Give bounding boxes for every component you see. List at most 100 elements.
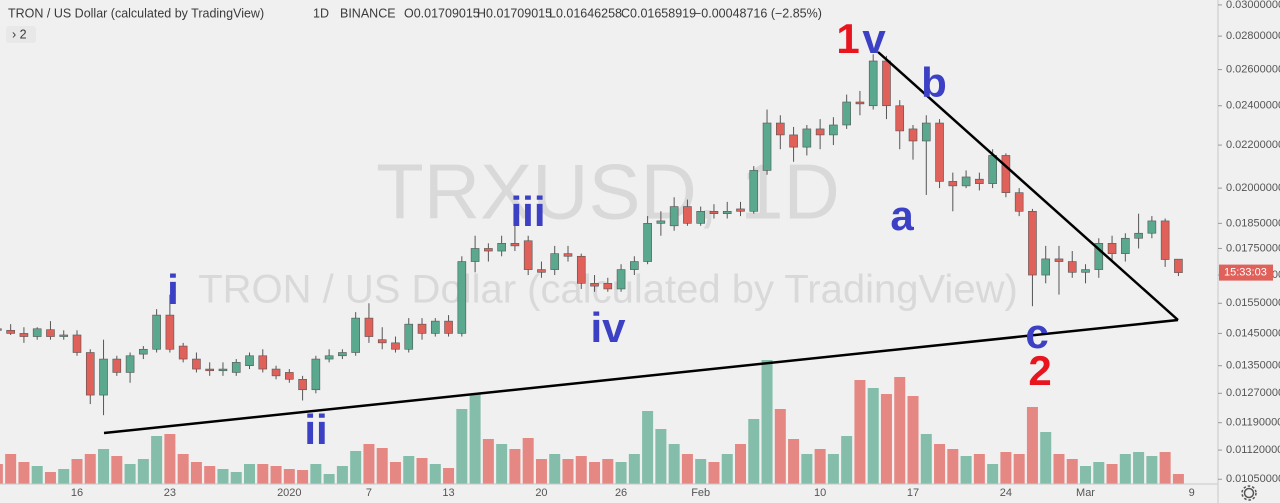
volume-bar: [18, 462, 30, 484]
time-axis: 16 23 2020 7 13 20 26 Feb 10 17 24 Mar 9: [71, 487, 1195, 499]
wave-label: 2: [1028, 347, 1051, 394]
volume-bar: [867, 388, 879, 484]
candle-body: [855, 101, 865, 105]
candle-body: [935, 122, 944, 182]
wave-label: 1: [836, 15, 859, 62]
y-tick-label: 0.01850000: [1226, 217, 1280, 229]
trendline: [877, 51, 1179, 321]
volume-bar: [801, 454, 813, 484]
ohlc: O0.01709015: [404, 6, 480, 20]
candle-body: [178, 345, 188, 360]
y-tick-label: 0.03000000: [1226, 0, 1280, 11]
volume-bar: [0, 464, 3, 484]
wave-label: b: [921, 59, 947, 106]
y-tick-label: 0.02600000: [1226, 64, 1280, 76]
volume-bar: [98, 449, 110, 484]
candle-body: [656, 220, 666, 224]
indicator-toggle[interactable]: › 2: [12, 27, 27, 41]
candle-body: [722, 211, 732, 214]
candle-body: [457, 261, 467, 334]
y-tick-label: 0.02000000: [1226, 182, 1280, 194]
y-tick-label: 0.01450000: [1226, 327, 1280, 339]
volume-bar: [1066, 459, 1078, 484]
volume-bar: [761, 360, 773, 484]
candle-body: [1174, 258, 1183, 273]
settings-icon-teeth[interactable]: [1241, 485, 1257, 501]
candle-body: [749, 170, 759, 212]
price-axis: 0.03000000 0.02800000 0.02600000 0.02400000…: [1218, 0, 1280, 485]
volume-bar: [549, 454, 561, 484]
volume-bar: [920, 434, 932, 484]
wave-label: a: [890, 192, 914, 239]
candle-body: [908, 128, 918, 142]
candle-body: [603, 283, 613, 290]
candle-body: [616, 269, 626, 290]
settings-icon[interactable]: [1243, 487, 1255, 499]
volume-bar: [695, 459, 707, 484]
x-tick-label: 10: [814, 487, 826, 499]
candle-body: [868, 60, 878, 107]
candle-body: [298, 378, 307, 391]
candle-body: [258, 355, 268, 370]
candle-body: [975, 178, 984, 184]
candle-body: [815, 128, 825, 136]
candle-body: [1094, 243, 1104, 270]
volume-bar: [735, 444, 746, 484]
candle-body: [125, 355, 135, 373]
wave-label: iii: [510, 188, 545, 235]
wave-label: c: [1025, 310, 1048, 357]
drawings: [103, 51, 1179, 435]
candle-body: [842, 101, 851, 126]
trendline: [103, 318, 1179, 435]
volume-bar: [1133, 452, 1145, 484]
candle-body: [736, 208, 745, 212]
candle-body: [696, 211, 705, 224]
y-tick-label: 0.01750000: [1226, 242, 1280, 254]
candle-body: [85, 352, 95, 396]
candle-body: [1014, 192, 1024, 212]
change: −0.00048716 (−2.85%): [694, 6, 822, 20]
volume-bar: [71, 459, 83, 484]
volume-bar: [376, 448, 388, 484]
volume-bar: [788, 439, 800, 484]
volume-bar: [960, 456, 972, 484]
candle-body: [1134, 232, 1143, 239]
volume-bar: [973, 454, 985, 484]
candle-body: [364, 317, 374, 337]
candle-body: [0, 328, 2, 331]
volume-bar: [190, 462, 202, 484]
candle-body: [32, 328, 42, 337]
volume-bar: [1159, 452, 1171, 484]
candle-body: [338, 352, 347, 357]
candle-body: [882, 60, 891, 107]
candle-body: [271, 368, 281, 377]
candle-body: [139, 348, 148, 355]
x-tick-label: 24: [1000, 487, 1012, 499]
volume-bar: [708, 462, 720, 484]
volume-bar: [5, 454, 17, 484]
volume-bar: [363, 444, 375, 484]
candle-body: [948, 181, 958, 187]
candle-body: [709, 211, 719, 214]
candle-body: [563, 253, 573, 257]
candle-body: [417, 323, 427, 334]
indicator-toggle-bg[interactable]: [6, 26, 36, 43]
volume-bar: [429, 464, 441, 484]
volume-bar: [947, 449, 959, 484]
volume-bar: [1106, 464, 1118, 484]
settings[interactable]: [1241, 485, 1257, 501]
volume-bar: [681, 454, 693, 484]
volume-bar: [482, 439, 494, 484]
candle-body: [669, 206, 679, 227]
volume-bar: [151, 436, 163, 484]
candle-body: [576, 255, 586, 284]
x-tick-label: 13: [442, 487, 454, 499]
candle-body: [484, 248, 493, 252]
candle-body: [1160, 220, 1170, 260]
candle-body: [1067, 261, 1077, 273]
volume-bar: [416, 458, 428, 484]
y-tick-label: 0.02200000: [1226, 139, 1280, 151]
volume-bar: [124, 464, 136, 484]
volume-bar: [509, 449, 521, 484]
